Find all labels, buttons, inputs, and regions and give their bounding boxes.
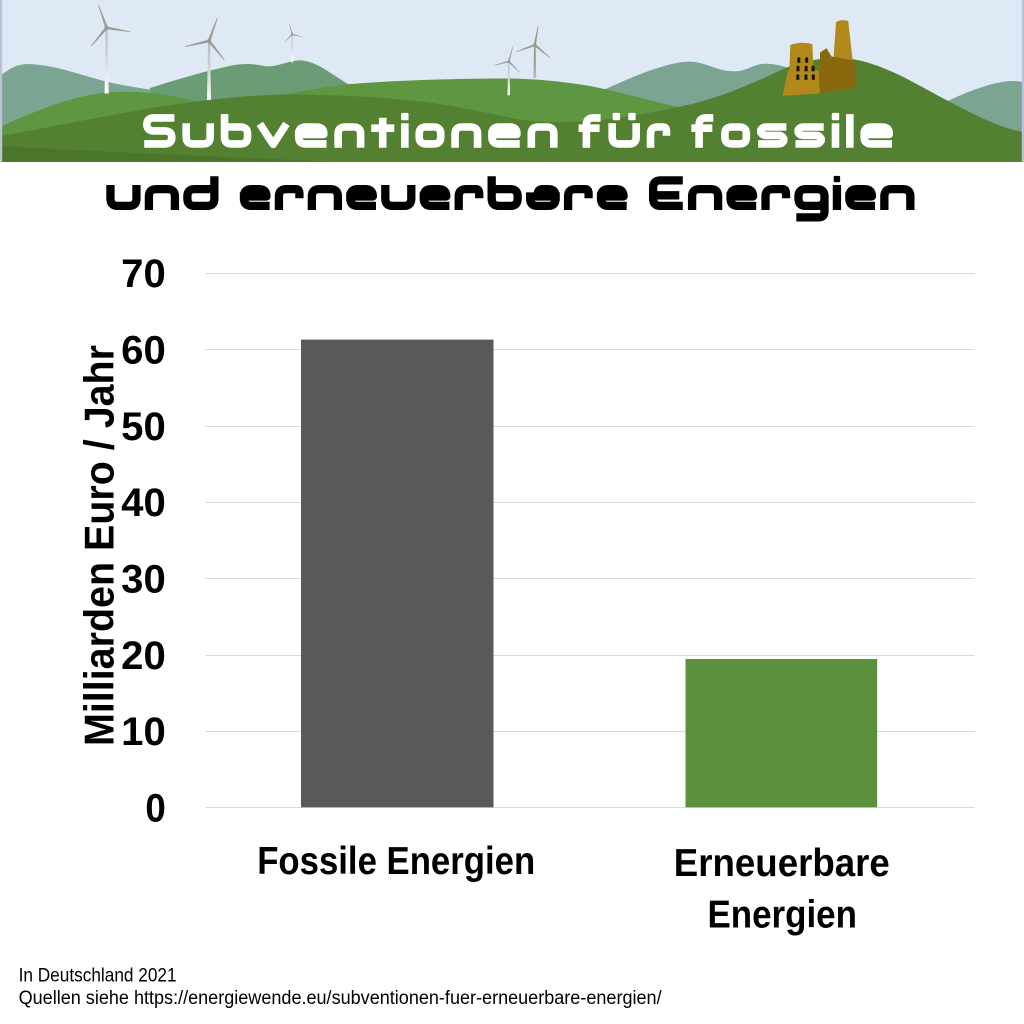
svg-text:Erneuerbare: Erneuerbare (674, 842, 890, 885)
svg-text:Milliarden Euro / Jahr: Milliarden Euro / Jahr (76, 345, 123, 746)
svg-text:40: 40 (121, 481, 166, 525)
svg-text:60: 60 (121, 328, 166, 372)
svg-text:Fossile Energien: Fossile Energien (257, 840, 535, 883)
svg-text:0: 0 (145, 787, 165, 831)
svg-text:20: 20 (121, 634, 166, 678)
svg-text:Energien: Energien (707, 894, 857, 937)
svg-text:10: 10 (121, 710, 166, 754)
svg-text:Quellen siehe https://energiew: Quellen siehe https://energiewende.eu/su… (19, 988, 663, 1009)
svg-text:50: 50 (121, 405, 166, 449)
svg-text:30: 30 (121, 557, 166, 601)
svg-text:70: 70 (121, 252, 166, 296)
svg-text:In Deutschland 2021: In Deutschland 2021 (19, 966, 177, 987)
